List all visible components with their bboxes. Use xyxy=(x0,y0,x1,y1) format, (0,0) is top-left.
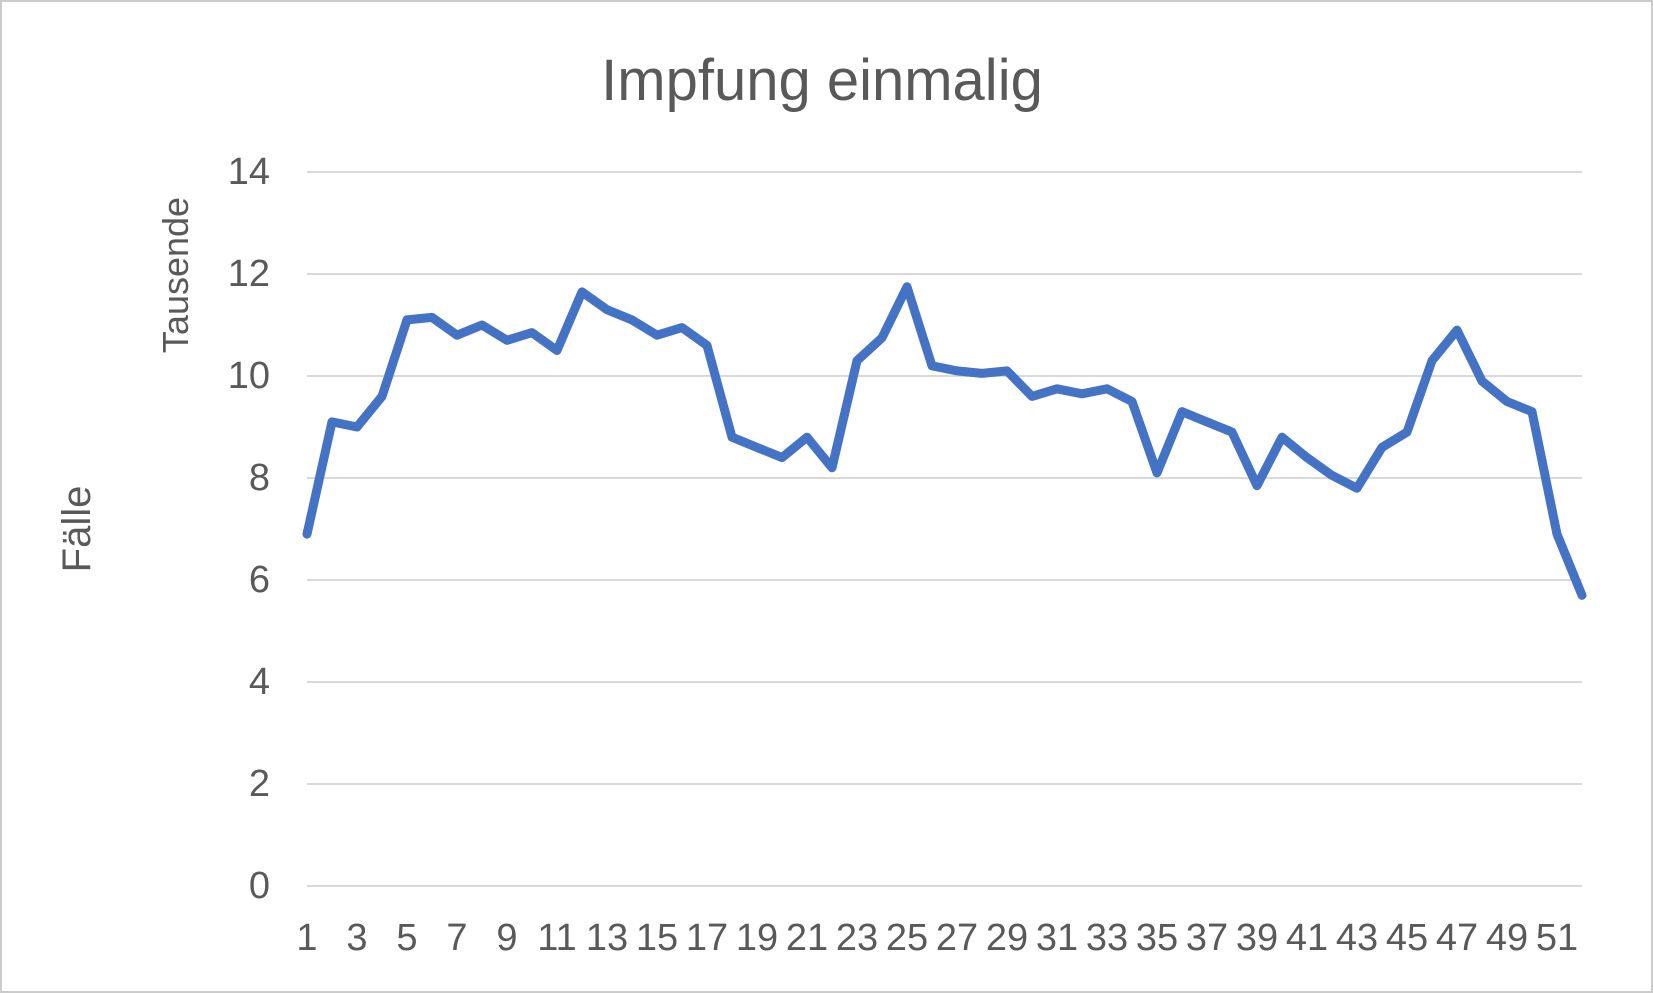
y-tick-label: 12 xyxy=(228,253,270,295)
x-tick-label: 3 xyxy=(346,917,367,959)
x-tick-label: 21 xyxy=(786,917,828,959)
y-tick-label: 14 xyxy=(228,151,270,193)
x-tick-label: 29 xyxy=(986,917,1028,959)
y-tick-label: 6 xyxy=(249,559,270,601)
x-tick-label: 19 xyxy=(736,917,778,959)
x-tick-label: 1 xyxy=(296,917,317,959)
x-tick-label: 43 xyxy=(1336,917,1378,959)
chart-title: Impfung einmalig xyxy=(601,48,1043,113)
y-tick-label: 10 xyxy=(228,355,270,397)
x-tick-label: 25 xyxy=(886,917,928,959)
x-tick-label: 17 xyxy=(686,917,728,959)
y-axis-tick-labels: 0 2 4 6 8 10 12 14 xyxy=(228,151,270,907)
series-line xyxy=(302,282,1587,600)
x-tick-label: 49 xyxy=(1486,917,1528,959)
x-tick-label: 37 xyxy=(1186,917,1228,959)
x-tick-label: 23 xyxy=(836,917,878,959)
x-tick-label: 11 xyxy=(537,917,576,959)
y-tick-label: 4 xyxy=(249,661,270,703)
x-tick-label: 33 xyxy=(1086,917,1128,959)
x-tick-label: 41 xyxy=(1286,917,1328,959)
x-tick-label: 5 xyxy=(396,917,417,959)
x-tick-label: 47 xyxy=(1436,917,1478,959)
x-tick-label: 13 xyxy=(586,917,628,959)
x-tick-label: 35 xyxy=(1136,917,1178,959)
x-tick-label: 39 xyxy=(1236,917,1278,959)
x-tick-label: 45 xyxy=(1386,917,1428,959)
x-tick-label: 15 xyxy=(636,917,678,959)
gridlines xyxy=(307,171,1582,887)
x-axis-tick-labels: 1 3 5 7 9 11 13 15 17 19 21 23 25 27 29 31 33 35 37 39 41 43 4… xyxy=(296,917,1578,959)
x-tick-label: 51 xyxy=(1536,917,1578,959)
y-axis-unit-label: Tausende xyxy=(155,197,196,353)
x-tick-label: 31 xyxy=(1036,917,1078,959)
y-axis-title: Fälle xyxy=(55,486,99,573)
x-tick-label: 9 xyxy=(496,917,517,959)
x-tick-label: 7 xyxy=(446,917,467,959)
y-tick-label: 2 xyxy=(249,763,270,805)
y-tick-label: 0 xyxy=(249,865,270,907)
y-tick-label: 8 xyxy=(249,457,270,499)
x-tick-label: 27 xyxy=(936,917,978,959)
